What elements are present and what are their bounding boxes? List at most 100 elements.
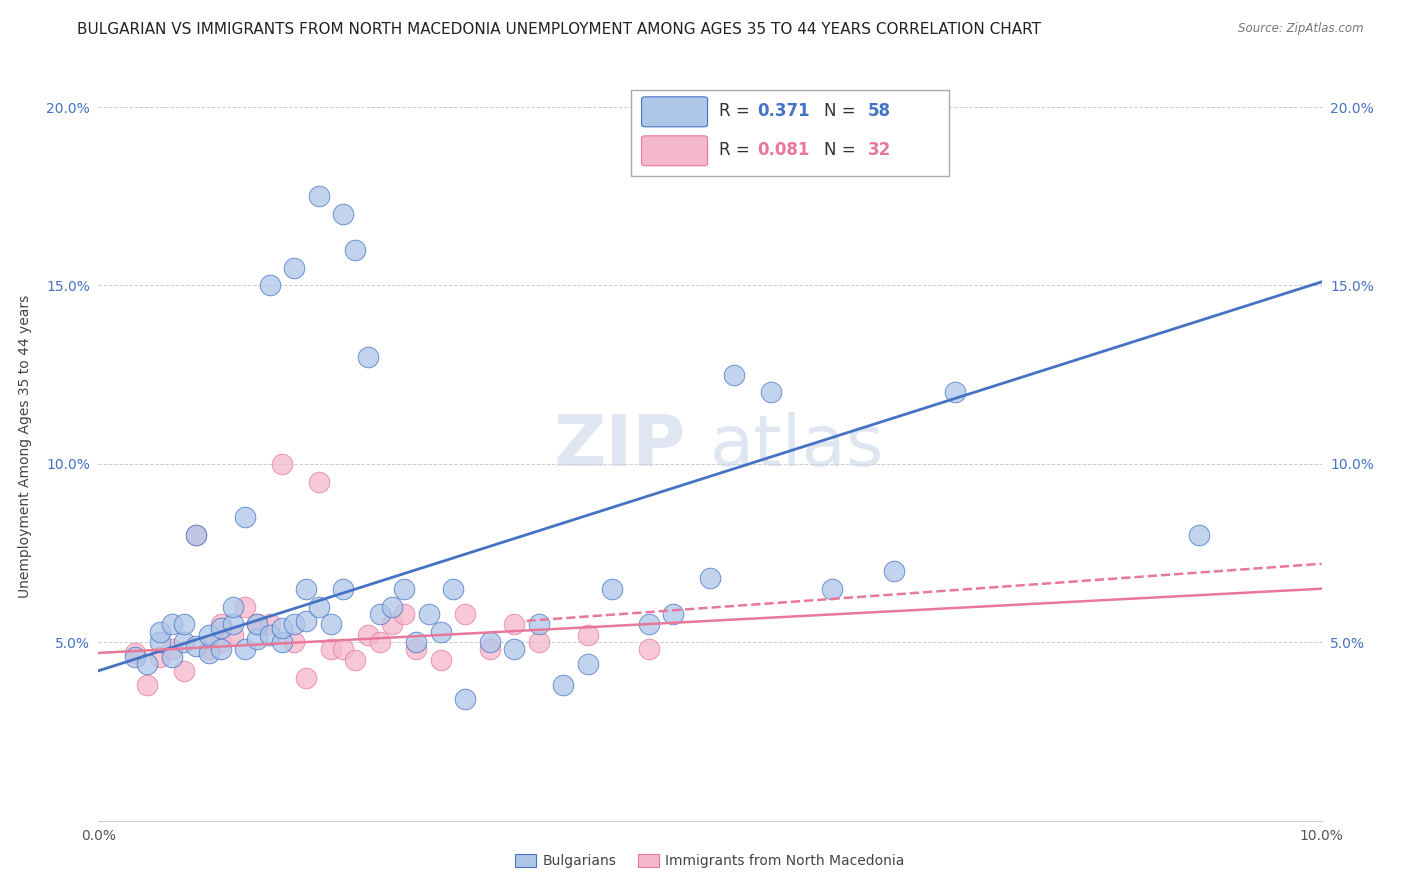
Point: [209, 642, 232, 657]
Point: [883, 564, 905, 578]
Point: [527, 617, 550, 632]
Text: Source: ZipAtlas.com: Source: ZipAtlas.com: [1239, 22, 1364, 36]
Point: [209, 621, 232, 635]
Point: [136, 678, 159, 692]
Text: 32: 32: [868, 141, 891, 159]
Point: [332, 642, 354, 657]
Point: [319, 617, 342, 632]
Point: [576, 628, 599, 642]
Point: [553, 678, 575, 692]
Point: [344, 653, 367, 667]
Point: [527, 635, 550, 649]
Point: [356, 350, 378, 364]
Point: [149, 624, 172, 639]
Point: [332, 207, 354, 221]
FancyBboxPatch shape: [641, 136, 707, 166]
Text: 58: 58: [868, 102, 891, 120]
Point: [503, 617, 526, 632]
Point: [124, 646, 146, 660]
Point: [186, 528, 208, 542]
Point: [270, 457, 292, 471]
Point: [821, 582, 844, 596]
Point: [454, 692, 477, 706]
Point: [197, 646, 219, 660]
Point: [344, 243, 367, 257]
Point: [197, 628, 219, 642]
Point: [392, 582, 416, 596]
Point: [405, 642, 427, 657]
Point: [418, 607, 440, 621]
Point: [259, 628, 281, 642]
Point: [124, 649, 146, 664]
Point: [186, 639, 208, 653]
Point: [441, 582, 464, 596]
Point: [637, 617, 661, 632]
Point: [308, 189, 330, 203]
Point: [160, 642, 183, 657]
Point: [295, 614, 318, 628]
Point: [381, 617, 404, 632]
Point: [295, 582, 318, 596]
Point: [295, 671, 318, 685]
Text: atlas: atlas: [710, 411, 884, 481]
Point: [503, 642, 526, 657]
FancyBboxPatch shape: [630, 90, 949, 177]
Point: [270, 621, 292, 635]
Point: [222, 628, 245, 642]
FancyBboxPatch shape: [641, 97, 707, 127]
Point: [356, 628, 378, 642]
Point: [723, 368, 745, 382]
Point: [319, 642, 342, 657]
Text: R =: R =: [718, 141, 755, 159]
Point: [160, 649, 183, 664]
Point: [699, 571, 721, 585]
Point: [1188, 528, 1211, 542]
Point: [222, 599, 245, 614]
Point: [478, 642, 501, 657]
Point: [637, 642, 661, 657]
Point: [209, 617, 232, 632]
Point: [405, 635, 427, 649]
Point: [430, 653, 453, 667]
Point: [149, 635, 172, 649]
Point: [186, 528, 208, 542]
Text: 0.371: 0.371: [758, 102, 810, 120]
Text: ZIP: ZIP: [554, 411, 686, 481]
Point: [233, 642, 256, 657]
Text: R =: R =: [718, 102, 755, 120]
Point: [209, 635, 232, 649]
Point: [233, 510, 256, 524]
Text: 0.081: 0.081: [758, 141, 810, 159]
Point: [430, 624, 453, 639]
Point: [173, 664, 195, 678]
Point: [454, 607, 477, 621]
Point: [308, 475, 330, 489]
Point: [943, 385, 966, 400]
Point: [160, 617, 183, 632]
Point: [246, 617, 269, 632]
Point: [478, 635, 501, 649]
Point: [197, 642, 219, 657]
Point: [368, 635, 391, 649]
Y-axis label: Unemployment Among Ages 35 to 44 years: Unemployment Among Ages 35 to 44 years: [18, 294, 32, 598]
Point: [332, 582, 354, 596]
Point: [233, 599, 256, 614]
Point: [259, 278, 281, 293]
Point: [173, 635, 195, 649]
Point: [246, 632, 269, 646]
Point: [270, 635, 292, 649]
Point: [308, 599, 330, 614]
Point: [173, 617, 195, 632]
Point: [246, 617, 269, 632]
Point: [259, 617, 281, 632]
Point: [368, 607, 391, 621]
Point: [283, 635, 305, 649]
Text: N =: N =: [824, 141, 860, 159]
Point: [283, 617, 305, 632]
Point: [136, 657, 159, 671]
Text: N =: N =: [824, 102, 860, 120]
Point: [149, 649, 172, 664]
Text: BULGARIAN VS IMMIGRANTS FROM NORTH MACEDONIA UNEMPLOYMENT AMONG AGES 35 TO 44 YE: BULGARIAN VS IMMIGRANTS FROM NORTH MACED…: [77, 22, 1042, 37]
Point: [759, 385, 782, 400]
Point: [392, 607, 416, 621]
